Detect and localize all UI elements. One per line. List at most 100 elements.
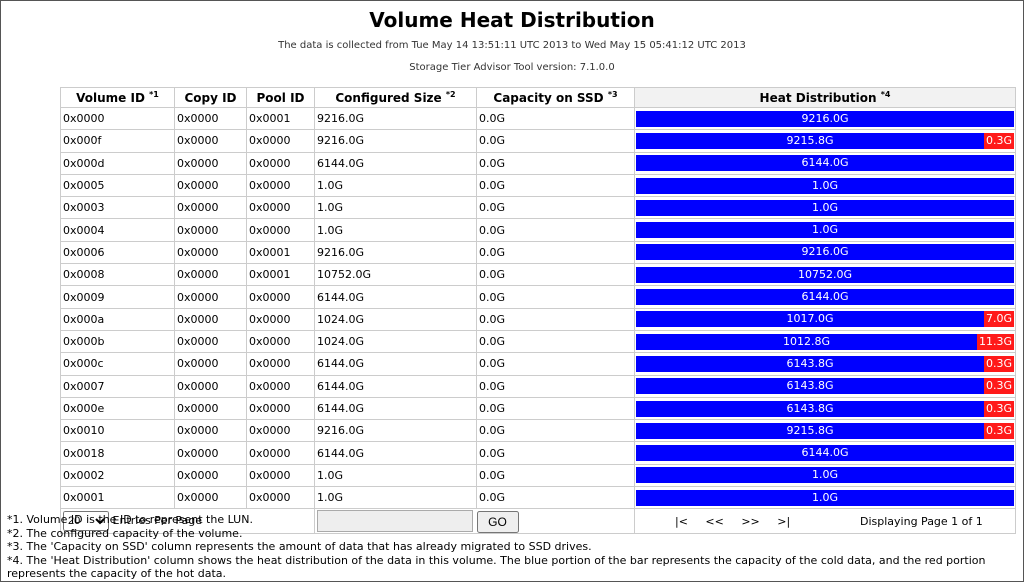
table-cell: 0x0000 [246, 285, 315, 309]
column-header[interactable]: Pool ID [246, 87, 315, 108]
entries-select[interactable]: 20 [63, 511, 109, 532]
cold-portion: 10752.0G [636, 266, 1014, 283]
cold-portion: 1.0G [636, 199, 1014, 216]
table-row: 0x0006 0x0000 0x0001 9216.0G 0.0G 9216.0G [60, 240, 1016, 265]
heat-cell: 1012.8G 11.3G [634, 329, 1016, 354]
prev-page[interactable]: << [705, 514, 724, 528]
table-cell: 0x0000 [246, 218, 315, 242]
table-cell: 1024.0G [314, 329, 477, 354]
table-row: 0x000e 0x0000 0x0000 6144.0G 0.0G 6143.8G 0.3G [60, 396, 1016, 421]
first-page[interactable]: |< [675, 514, 688, 528]
heat-cell: 1.0G [634, 463, 1016, 488]
heat-cell: 1017.0G 7.0G [634, 307, 1016, 331]
hot-portion: 7.0G [983, 311, 1014, 328]
cold-portion: 6143.8G [636, 378, 984, 395]
cold-portion: 6144.0G [636, 155, 1014, 172]
table-cell: 0.0G [476, 352, 635, 376]
table-cell: 0.0G [476, 173, 635, 198]
hot-portion: 0.3G [983, 132, 1014, 149]
next-page[interactable]: >> [741, 514, 760, 528]
table-cell: 0x0001 [246, 240, 315, 265]
table-cell: 0x0000 [60, 106, 175, 131]
heat-bar: 9216.0G [636, 244, 1014, 261]
heat-bar: 1.0G [636, 222, 1014, 239]
table-cell: 0.0G [476, 263, 635, 287]
heat-bar: 1.0G [636, 199, 1014, 216]
table-row: 0x000d 0x0000 0x0000 6144.0G 0.0G 6144.0G [60, 151, 1016, 175]
hot-portion: 0.3G [983, 378, 1014, 395]
heat-cell: 9215.8G 0.3G [634, 419, 1016, 443]
heat-bar: 9215.8G 0.3G [636, 422, 1014, 439]
table-cell: 0x0000 [174, 196, 247, 220]
page-title: Volume Heat Distribution [369, 8, 655, 32]
note: *2. The configured capacity of the volum… [7, 526, 243, 540]
table-cell: 1024.0G [314, 307, 477, 331]
table-cell: 1.0G [314, 218, 477, 242]
column-label: Capacity on SSD [493, 91, 604, 105]
column-header[interactable]: Volume ID *1 [60, 87, 175, 108]
table-cell: 0x0000 [246, 352, 315, 376]
go-button[interactable]: GO [476, 510, 519, 533]
cold-portion: 1.0G [636, 489, 1014, 506]
heat-bar: 6144.0G [636, 445, 1014, 462]
cold-portion: 6144.0G [636, 289, 1014, 306]
hot-portion: 0.3G [983, 400, 1014, 417]
table-cell: 9216.0G [314, 129, 477, 153]
table-cell: 0x0000 [174, 419, 247, 443]
table-row: 0x0000 0x0000 0x0001 9216.0G 0.0G 9216.0G [60, 106, 1016, 131]
column-note: *2 [445, 90, 456, 99]
heat-cell: 10752.0G [634, 263, 1016, 287]
table-cell: 0x0000 [246, 173, 315, 198]
table-cell: 0x0018 [60, 441, 175, 465]
table-row: 0x000c 0x0000 0x0000 6144.0G 0.0G 6143.8G 0.3G [60, 352, 1016, 376]
table-cell: 9216.0G [314, 240, 477, 265]
table-cell: 6144.0G [314, 374, 477, 398]
table-cell: 6144.0G [314, 396, 477, 421]
cold-portion: 1012.8G [636, 333, 977, 350]
last-page[interactable]: >| [777, 514, 791, 528]
table-cell: 1.0G [314, 196, 477, 220]
table-cell: 0x0000 [174, 218, 247, 242]
table-cell: 0x0000 [174, 396, 247, 421]
note: *4. The 'Heat Distribution' column shows… [7, 553, 986, 581]
table-cell: 0.0G [476, 196, 635, 220]
pagination-row: 20 Entries Per Page GO |< << >> >| Displa… [60, 508, 1016, 535]
table-cell: 0x0000 [246, 486, 315, 510]
table-cell: 0x0004 [60, 218, 175, 242]
cold-portion: 9215.8G [636, 132, 984, 149]
heat-bar: 1.0G [636, 177, 1014, 194]
table-cell: 0x0000 [246, 441, 315, 465]
column-note: *3 [607, 90, 618, 99]
heat-cell: 9216.0G [634, 106, 1016, 131]
column-header[interactable]: Capacity on SSD *3 [476, 87, 635, 108]
table-row: 0x0010 0x0000 0x0000 9216.0G 0.0G 9215.8G 0.3G [60, 419, 1016, 443]
cold-portion: 9216.0G [636, 244, 1014, 261]
table-cell: 0x0010 [60, 419, 175, 443]
column-header[interactable]: Copy ID [174, 87, 247, 108]
table-cell: 0.0G [476, 307, 635, 331]
table-cell: 0.0G [476, 240, 635, 265]
table-cell: 0x0009 [60, 285, 175, 309]
table-cell: 0x0003 [60, 196, 175, 220]
note: *1. Volume ID is the ID to represent the… [7, 513, 253, 526]
table-cell: 0x0000 [246, 196, 315, 220]
column-label: Volume ID [76, 91, 145, 105]
table-cell: 1.0G [314, 486, 477, 510]
column-header[interactable]: Configured Size *2 [314, 87, 477, 108]
table-cell: 0x0000 [174, 173, 247, 198]
table-row: 0x0018 0x0000 0x0000 6144.0G 0.0G 6144.0G [60, 441, 1016, 465]
search-input[interactable] [317, 510, 473, 533]
column-header[interactable]: Heat Distribution *4 [634, 87, 1016, 108]
cold-portion: 6143.8G [636, 400, 984, 417]
heat-cell: 1.0G [634, 196, 1016, 220]
cold-portion: 6144.0G [636, 445, 1014, 462]
table-cell: 0x0006 [60, 240, 175, 265]
hot-portion: 11.3G [976, 333, 1014, 350]
table-cell: 0x0000 [174, 106, 247, 131]
table-cell: 0x0001 [246, 263, 315, 287]
collection-period: The data is collected from Tue May 14 13… [278, 40, 746, 51]
volume-table: Volume ID *1 Copy ID Pool ID Configured Siz… [60, 87, 1016, 535]
table-cell: 0x000f [60, 129, 175, 153]
